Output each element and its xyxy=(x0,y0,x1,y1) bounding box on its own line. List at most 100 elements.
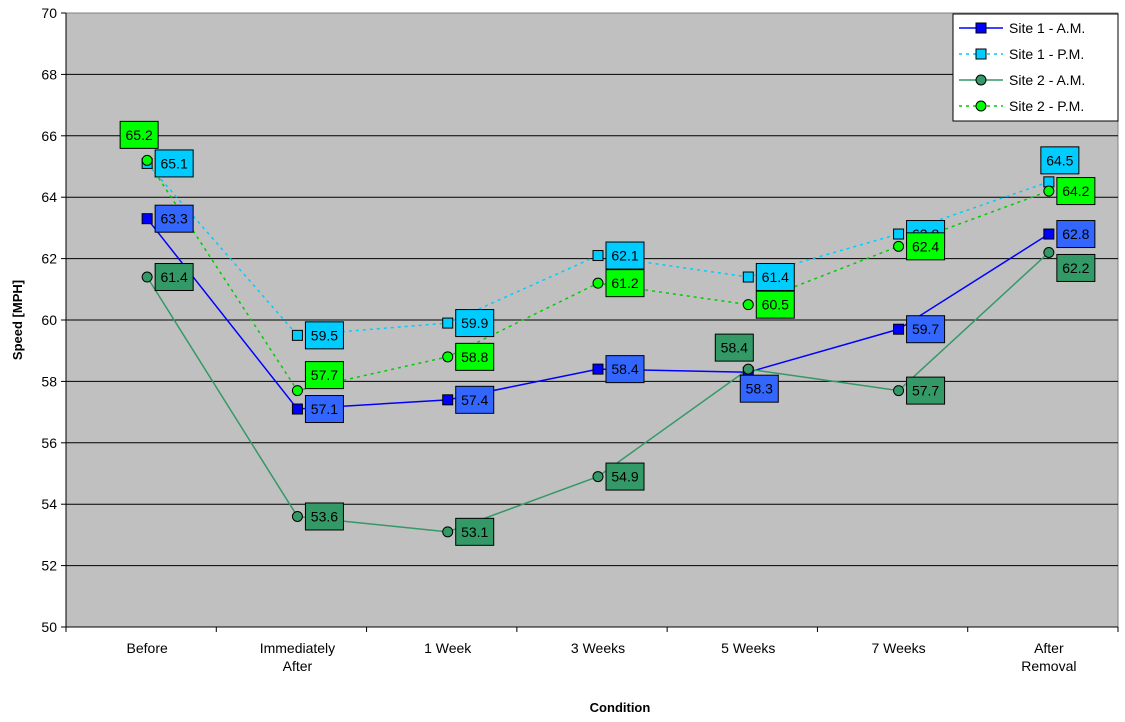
data-label: 54.9 xyxy=(611,469,638,485)
data-label: 58.3 xyxy=(746,381,773,397)
data-label: 61.4 xyxy=(161,269,188,285)
data-label-box xyxy=(1056,253,1096,282)
data-point xyxy=(893,228,905,240)
y-tick-label: 70 xyxy=(41,5,57,21)
data-label: 61.4 xyxy=(762,269,789,285)
data-label: 64.2 xyxy=(1062,183,1089,199)
data-point xyxy=(442,526,454,538)
x-tick-label: 1 Week xyxy=(424,640,472,656)
y-axis-title: Speed [MPH] xyxy=(10,280,25,360)
data-label-box xyxy=(906,376,946,405)
data-label-box xyxy=(755,290,795,319)
data-label: 62.8 xyxy=(1062,226,1089,242)
y-tick-label: 60 xyxy=(41,312,57,328)
y-tick-label: 56 xyxy=(41,435,57,451)
data-label-box xyxy=(1056,177,1096,206)
data-point xyxy=(592,250,604,262)
data-label-box xyxy=(304,502,344,531)
data-point xyxy=(141,213,153,225)
data-label: 62.2 xyxy=(1062,260,1089,276)
data-label: 57.7 xyxy=(912,383,939,399)
y-tick-label: 68 xyxy=(41,66,57,82)
data-point xyxy=(1043,246,1055,258)
data-label: 53.1 xyxy=(461,524,488,540)
legend-marker xyxy=(975,100,987,112)
y-tick-label: 62 xyxy=(41,251,57,267)
legend-label: Site 2 - A.M. xyxy=(1009,72,1085,88)
data-label-box xyxy=(605,462,645,491)
data-point xyxy=(742,299,754,311)
data-point xyxy=(442,317,454,329)
data-label-box xyxy=(605,355,645,384)
data-label: 65.2 xyxy=(126,127,153,143)
data-label-box xyxy=(304,361,344,390)
data-point xyxy=(291,403,303,415)
data-point xyxy=(141,271,153,283)
data-label-box xyxy=(1040,146,1080,175)
x-tick-label: 5 Weeks xyxy=(721,640,775,656)
legend-label: Site 1 - P.M. xyxy=(1009,46,1084,62)
data-point xyxy=(742,363,754,375)
data-label: 65.1 xyxy=(161,155,188,171)
data-point xyxy=(141,154,153,166)
data-label: 58.4 xyxy=(611,361,638,377)
data-label: 60.5 xyxy=(762,297,789,313)
data-label: 59.9 xyxy=(461,315,488,331)
data-label-box xyxy=(714,333,754,362)
data-label-box xyxy=(455,517,495,546)
data-label: 57.1 xyxy=(311,401,338,417)
data-label-box xyxy=(605,269,645,298)
data-label: 62.4 xyxy=(912,238,939,254)
data-point xyxy=(592,277,604,289)
data-label-box xyxy=(455,342,495,371)
data-label: 64.5 xyxy=(1046,152,1073,168)
data-label-box xyxy=(1056,220,1096,249)
data-label: 62.1 xyxy=(611,248,638,264)
data-label: 59.7 xyxy=(912,321,939,337)
legend-marker xyxy=(975,74,987,86)
data-label-box xyxy=(455,385,495,414)
data-point xyxy=(893,385,905,397)
legend-label: Site 1 - A.M. xyxy=(1009,20,1085,36)
data-point xyxy=(893,240,905,252)
x-tick-label: After Removal xyxy=(1021,640,1076,674)
legend-marker xyxy=(975,22,987,34)
data-label-box xyxy=(755,263,795,292)
data-label-box xyxy=(605,241,645,270)
data-label: 63.3 xyxy=(161,211,188,227)
y-tick-label: 52 xyxy=(41,558,57,574)
data-label: 58.4 xyxy=(721,340,748,356)
data-point xyxy=(893,323,905,335)
data-label-box xyxy=(304,395,344,424)
x-tick-label: 3 Weeks xyxy=(571,640,625,656)
data-point xyxy=(592,363,604,375)
data-label: 61.2 xyxy=(611,275,638,291)
data-point xyxy=(742,271,754,283)
x-tick-label: 7 Weeks xyxy=(871,640,925,656)
y-tick-label: 50 xyxy=(41,619,57,635)
data-label-box xyxy=(739,374,779,403)
data-point xyxy=(291,329,303,341)
data-point xyxy=(592,471,604,483)
data-label-box xyxy=(119,120,159,149)
x-axis-title: Condition xyxy=(590,700,651,715)
y-tick-label: 54 xyxy=(41,496,57,512)
y-tick-label: 58 xyxy=(41,373,57,389)
data-point xyxy=(291,385,303,397)
x-tick-label: Before xyxy=(127,640,168,656)
data-label-box xyxy=(906,315,946,344)
data-label-box xyxy=(154,149,194,178)
legend-marker xyxy=(975,48,987,60)
data-label: 57.7 xyxy=(311,367,338,383)
data-point xyxy=(1043,176,1055,188)
data-label: 53.6 xyxy=(311,508,338,524)
data-label-box xyxy=(154,263,194,292)
data-label-box xyxy=(304,321,344,350)
data-point xyxy=(1043,228,1055,240)
data-label: 57.4 xyxy=(461,392,488,408)
data-point xyxy=(442,394,454,406)
data-label: 59.5 xyxy=(311,327,338,343)
data-point xyxy=(1043,185,1055,197)
